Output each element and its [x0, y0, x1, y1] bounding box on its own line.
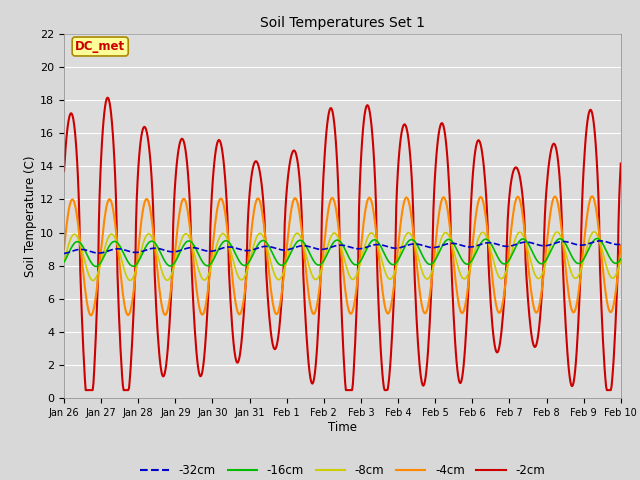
Title: Soil Temperatures Set 1: Soil Temperatures Set 1 — [260, 16, 425, 30]
Y-axis label: Soil Temperature (C): Soil Temperature (C) — [24, 155, 37, 277]
X-axis label: Time: Time — [328, 421, 357, 434]
Legend: -32cm, -16cm, -8cm, -4cm, -2cm: -32cm, -16cm, -8cm, -4cm, -2cm — [135, 459, 550, 480]
Text: DC_met: DC_met — [75, 40, 125, 53]
